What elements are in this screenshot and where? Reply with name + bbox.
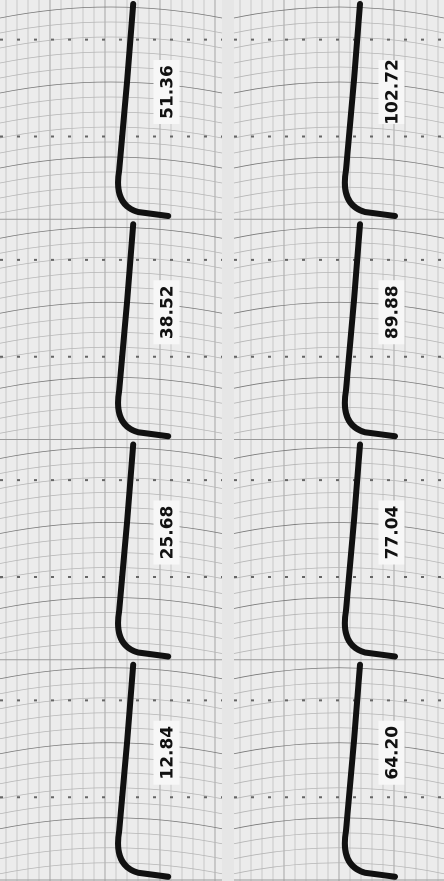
value-label: 77.04 — [383, 505, 403, 559]
label-group: 64.20 — [379, 721, 405, 785]
value-label: 51.36 — [158, 65, 178, 119]
value-label: 12.84 — [158, 726, 178, 780]
label-group: 102.72 — [379, 59, 405, 125]
value-label: 25.68 — [158, 506, 178, 560]
value-label: 102.72 — [383, 59, 403, 125]
strip: 51.36 38.52 25.68 12.84 — [0, 0, 222, 881]
label-group: 51.36 — [154, 60, 180, 124]
value-label: 38.52 — [158, 285, 178, 339]
label-group: 25.68 — [154, 501, 180, 565]
chart-recorder-scan: 51.36 38.52 25.68 12.84 102.72 89.88 77.04 64.2… — [0, 0, 444, 881]
strip: 102.72 89.88 77.04 64.20 — [234, 0, 444, 881]
value-label: 89.88 — [383, 285, 403, 339]
value-label: 64.20 — [383, 726, 403, 780]
label-group: 77.04 — [379, 501, 405, 565]
label-group: 12.84 — [154, 721, 180, 785]
label-group: 89.88 — [379, 280, 405, 344]
label-group: 38.52 — [154, 280, 180, 344]
